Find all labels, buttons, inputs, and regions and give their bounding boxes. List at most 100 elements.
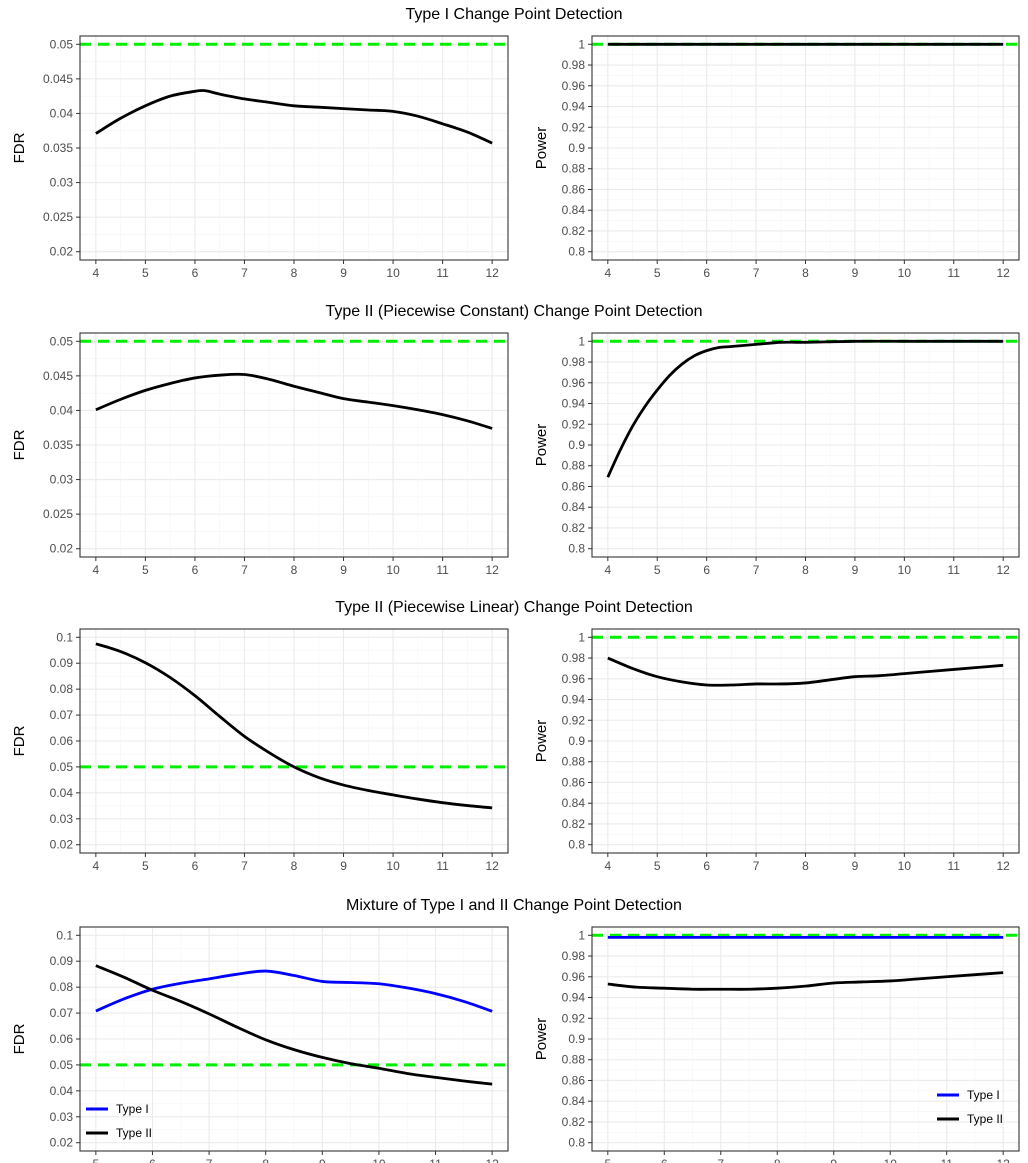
y-tick-label: 0.98 — [562, 58, 586, 72]
x-tick-label: 12 — [997, 266, 1011, 280]
series-line-type-i — [95, 969, 493, 1013]
x-tick-label: 10 — [372, 1157, 386, 1163]
panel-1-0: 4 5 6 7 8 9 10 11 12 0.02 0.025 0.03 0.035 0.04 0.045 0… — [11, 332, 509, 577]
panel-border — [79, 926, 509, 1152]
y-tick-label: 0.025 — [43, 507, 73, 521]
x-tick-label: 11 — [948, 266, 961, 280]
y-tick-label: 0.96 — [562, 970, 586, 984]
y-tick-label: 0.92 — [562, 120, 586, 134]
x-tick-label: 10 — [884, 1157, 898, 1163]
x-tick-label: 5 — [142, 266, 149, 280]
y-tick-label: 0.9 — [568, 734, 585, 748]
y-tick-label: 0.03 — [50, 176, 74, 190]
y-tick-label: 0.94 — [562, 397, 586, 411]
x-tick-label: 7 — [206, 1157, 213, 1163]
series-line-0 — [606, 339, 1004, 478]
x-tick-label: 8 — [774, 1157, 781, 1163]
y-tick-label: 0.03 — [50, 812, 74, 826]
y-tick-label: 0.86 — [562, 479, 586, 493]
x-tick-label: 9 — [340, 859, 347, 873]
panel-3-1: 5 6 7 8 9 10 11 12 0.8 0.82 0.84 0.86 0.88 0.9 0.92 0.9… — [533, 926, 1020, 1163]
y-tick-label: 0.05 — [50, 760, 74, 774]
panel-1-1: 4 5 6 7 8 9 10 11 12 0.8 0.82 0.84 0.86 0.88 0.9 0.92 0.… — [533, 332, 1020, 577]
y-axis-title: FDR — [11, 1023, 28, 1054]
x-tick-label: 8 — [802, 266, 809, 280]
x-tick-label: 8 — [291, 859, 298, 873]
y-tick-label: 0.96 — [562, 672, 586, 686]
x-tick-label: 12 — [997, 563, 1011, 577]
y-tick-label: 0.8 — [568, 542, 585, 556]
y-tick-label: 1 — [578, 37, 585, 51]
y-tick-label: 0.82 — [562, 521, 586, 535]
y-tick-label: 0.84 — [562, 500, 586, 514]
x-tick-label: 7 — [241, 859, 248, 873]
y-tick-label: 0.05 — [50, 1058, 74, 1072]
x-tick-label: 10 — [898, 859, 912, 873]
y-tick-label: 1 — [578, 630, 585, 644]
y-tick-label: 0.92 — [562, 1011, 586, 1025]
panel-2-0: 4 5 6 7 8 9 10 11 12 0.02 0.03 0.04 0.05 0.06 0.07 0.08… — [11, 628, 509, 873]
y-tick-label: 0.09 — [50, 656, 74, 670]
y-tick-label: 0.06 — [50, 734, 74, 748]
y-tick-label: 0.035 — [43, 141, 73, 155]
y-tick-label: 0.02 — [50, 542, 74, 556]
x-tick-label: 4 — [604, 859, 611, 873]
panel-border — [591, 332, 1020, 558]
x-tick-label: 10 — [386, 859, 400, 873]
x-tick-label: 8 — [262, 1157, 269, 1163]
x-tick-label: 11 — [429, 1157, 442, 1163]
x-tick-label: 9 — [852, 859, 859, 873]
panel-0-1: 4 5 6 7 8 9 10 11 12 0.8 0.82 0.84 0.86 0.88 0.9 0.92 0.… — [533, 35, 1020, 280]
row-title-type-ii-constant: Type II (Piecewise Constant) Change Poin… — [325, 303, 703, 320]
y-tick-label: 0.05 — [50, 37, 74, 51]
row-title-type-i: Type I Change Point Detection — [405, 6, 623, 23]
y-tick-label: 0.03 — [50, 1110, 74, 1124]
y-tick-label: 0.02 — [50, 245, 74, 259]
x-tick-label: 5 — [654, 563, 661, 577]
x-tick-label: 11 — [436, 859, 449, 873]
y-tick-label: 0.8 — [568, 245, 585, 259]
y-tick-label: 0.9 — [568, 141, 585, 155]
y-tick-label: 0.84 — [562, 203, 586, 217]
x-tick-label: 5 — [654, 266, 661, 280]
legend: Type I Type II — [86, 1102, 152, 1140]
x-tick-label: 10 — [386, 266, 400, 280]
y-tick-label: 0.84 — [562, 1094, 586, 1108]
x-tick-label: 4 — [93, 563, 100, 577]
y-tick-label: 0.08 — [50, 980, 74, 994]
series-line-0 — [607, 656, 1004, 687]
y-axis-title: FDR — [11, 132, 28, 163]
series-line-0 — [95, 372, 493, 430]
y-tick-label: 0.94 — [562, 693, 586, 707]
y-tick-label: 0.05 — [50, 334, 74, 348]
y-tick-label: 0.96 — [562, 376, 586, 390]
x-tick-label: 7 — [753, 266, 760, 280]
y-tick-label: 0.8 — [568, 838, 585, 852]
x-tick-label: 6 — [703, 563, 710, 577]
x-tick-label: 10 — [898, 266, 912, 280]
series-line-0 — [95, 642, 493, 810]
panel-0-0: 4 5 6 7 8 9 10 11 12 0.02 0.025 0.03 0.035 0.04 0.045 0… — [11, 35, 509, 280]
x-tick-label: 7 — [241, 563, 248, 577]
x-tick-label: 5 — [142, 859, 149, 873]
x-tick-label: 4 — [93, 266, 100, 280]
legend-label: Type I — [116, 1102, 149, 1116]
y-tick-label: 0.1 — [56, 630, 73, 644]
y-tick-label: 0.09 — [50, 954, 74, 968]
legend-label: Type II — [967, 1112, 1003, 1126]
panel-2-1: 4 5 6 7 8 9 10 11 12 0.8 0.82 0.84 0.86 0.88 0.9 0.92 0.… — [533, 628, 1020, 873]
series-line-type-ii — [95, 964, 493, 1086]
y-tick-label: 0.86 — [562, 1073, 586, 1087]
row-title-mixture: Mixture of Type I and II Change Point De… — [346, 897, 682, 914]
y-tick-label: 1 — [578, 334, 585, 348]
y-tick-label: 0.9 — [568, 438, 585, 452]
y-tick-label: 0.98 — [562, 355, 586, 369]
y-tick-label: 0.08 — [50, 682, 74, 696]
x-tick-label: 12 — [485, 266, 499, 280]
y-tick-label: 0.9 — [568, 1032, 585, 1046]
x-tick-label: 9 — [830, 1157, 837, 1163]
y-tick-label: 0.03 — [50, 473, 74, 487]
x-tick-label: 9 — [319, 1157, 326, 1163]
panel-border — [591, 926, 1020, 1152]
